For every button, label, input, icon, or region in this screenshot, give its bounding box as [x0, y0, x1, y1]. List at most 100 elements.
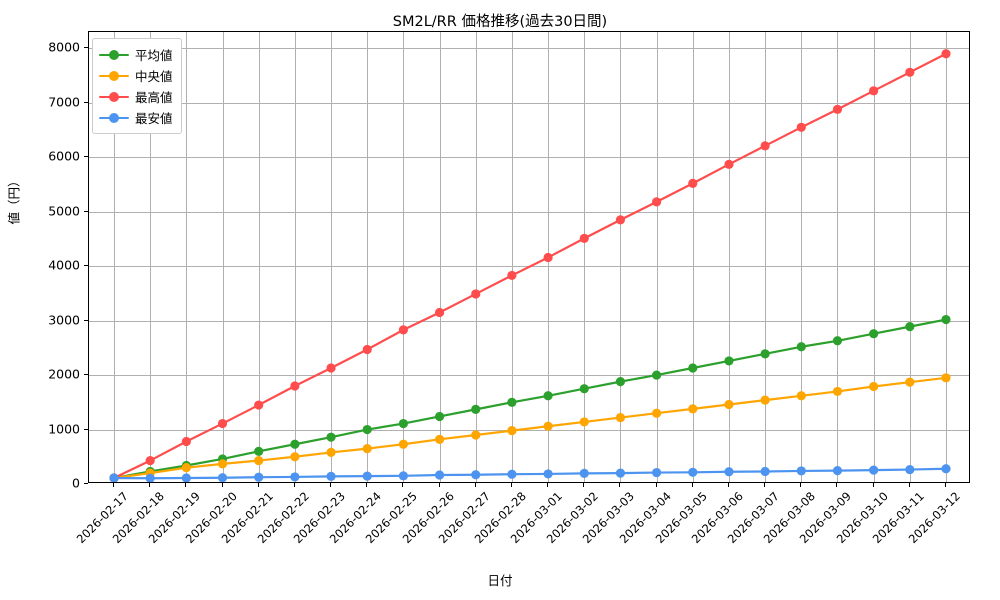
data-point-marker [145, 455, 155, 466]
gridline-vertical [222, 32, 224, 482]
data-point-marker [543, 469, 553, 479]
y-axis-tick-label: 4000 [48, 257, 80, 273]
data-point-marker [543, 421, 553, 431]
data-point-marker [832, 466, 843, 476]
data-point-marker [290, 381, 300, 391]
y-axis-tick-label: 3000 [48, 312, 80, 328]
data-point-marker [652, 408, 662, 418]
data-point-marker [579, 233, 589, 243]
data-point-marker [217, 473, 228, 482]
legend-label: 最安値 [135, 111, 173, 126]
legend-item-2[interactable]: 中央値 [99, 65, 173, 86]
gridline-vertical [584, 32, 586, 482]
data-point-marker [615, 377, 626, 387]
data-point-marker [941, 464, 951, 474]
x-axis-tick-mark [764, 483, 766, 487]
data-point-marker [181, 463, 191, 473]
data-point-marker [362, 344, 372, 355]
data-point-marker [941, 373, 951, 383]
x-axis-tick-mark [619, 483, 621, 487]
legend-swatch-icon [99, 70, 129, 82]
data-point-marker [362, 471, 372, 481]
legend-swatch-icon [99, 112, 129, 124]
legend-label: 最高値 [135, 90, 173, 105]
data-point-marker [434, 307, 445, 318]
gridline-horizontal [89, 320, 969, 322]
gridline-vertical [150, 32, 152, 482]
data-point-marker [760, 141, 770, 151]
data-point-marker [398, 418, 408, 429]
series-line [112, 376, 948, 480]
gridline-vertical [656, 32, 658, 482]
data-point-marker [688, 467, 698, 477]
gridline-vertical [439, 32, 441, 482]
data-point-marker [290, 452, 300, 462]
y-axis-tick-label: 8000 [48, 39, 80, 55]
data-point-marker [615, 215, 626, 225]
gridline-vertical [946, 32, 947, 482]
data-point-marker [398, 471, 408, 481]
data-point-marker [254, 400, 264, 410]
series-1 [109, 314, 951, 482]
series-4 [109, 464, 951, 482]
gridline-horizontal [89, 211, 969, 213]
legend-swatch-icon [99, 91, 129, 103]
data-point-marker [724, 467, 734, 477]
legend-label: 中央値 [135, 69, 173, 84]
legend-label: 平均値 [135, 48, 173, 63]
data-point-marker [760, 349, 770, 359]
data-point-marker [507, 270, 517, 281]
data-point-marker [869, 465, 879, 475]
data-point-marker [615, 468, 626, 478]
y-axis-tick-mark [84, 428, 88, 430]
data-point-marker [724, 159, 734, 169]
data-point-marker [688, 178, 698, 188]
y-axis-tick-mark [84, 101, 88, 103]
data-point-marker [832, 336, 843, 346]
x-axis-tick-mark [872, 483, 874, 487]
data-point-marker [796, 342, 806, 352]
data-point-marker [398, 325, 408, 335]
y-axis-tick-mark [84, 319, 88, 321]
x-axis-tick-mark [149, 483, 151, 487]
gridline-horizontal [89, 429, 969, 431]
data-point-marker [652, 467, 662, 478]
data-point-marker [434, 434, 445, 444]
gridline-vertical [801, 32, 803, 482]
y-axis-tick-mark [84, 156, 88, 158]
data-point-marker [832, 104, 843, 114]
x-axis-tick-mark [547, 483, 549, 487]
data-point-marker [326, 432, 336, 442]
data-point-marker [652, 370, 662, 380]
x-axis-tick-mark [221, 483, 223, 487]
data-point-marker [724, 399, 734, 410]
data-point-marker [471, 430, 481, 440]
x-axis-tick-mark [800, 483, 802, 487]
data-point-marker [362, 424, 372, 435]
data-point-marker [579, 384, 589, 394]
data-point-marker [760, 466, 770, 477]
data-point-marker [290, 472, 300, 482]
x-axis-tick-mark [655, 483, 657, 487]
data-point-marker [507, 397, 517, 407]
data-point-marker [905, 67, 915, 77]
series-layer [109, 49, 951, 482]
legend-item-1[interactable]: 平均値 [99, 44, 173, 65]
x-axis-tick-mark [945, 483, 946, 487]
legend-item-4[interactable]: 最安値 [99, 107, 173, 128]
x-axis-tick-mark [402, 483, 404, 487]
data-point-marker [796, 122, 806, 132]
data-point-marker [941, 314, 951, 325]
x-axis-tick-labels: 2026-02-17 2026-02-18 2026-02-19 2026-02-20… [74, 489, 970, 569]
data-point-marker [471, 289, 481, 299]
y-axis-tick-mark [84, 265, 88, 267]
gridline-vertical [403, 32, 405, 482]
x-axis-tick-mark [691, 483, 693, 487]
gridline-vertical [475, 32, 477, 482]
data-point-marker [869, 381, 879, 392]
data-point-marker [326, 471, 336, 481]
data-point-marker [796, 466, 806, 476]
gridline-vertical [114, 32, 115, 482]
legend-item-3[interactable]: 最高値 [99, 86, 173, 107]
gridline-vertical [765, 32, 767, 482]
